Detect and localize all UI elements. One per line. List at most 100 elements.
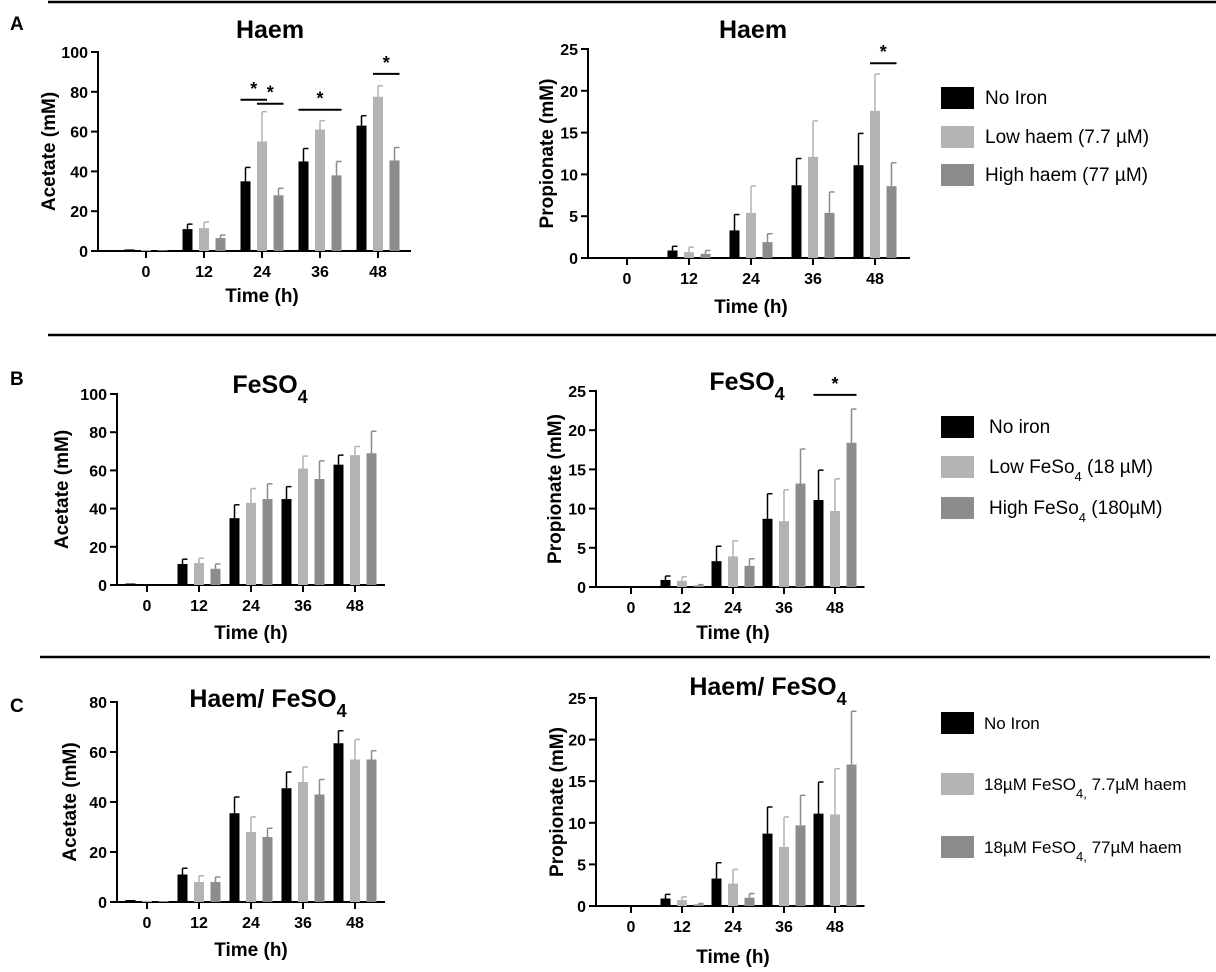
legend-text: Low haem (7.7 µM) (985, 127, 1149, 148)
chart-B-propionate: FeSO4 Propionate (mM) Time (h) 0 5 10 15 20 25 0 1… (545, 368, 865, 644)
bar-low (350, 455, 360, 585)
x-tick-label: 36 (294, 915, 312, 932)
chart-title: Haem/ FeSO4 (689, 673, 846, 709)
y-tick-label: 0 (577, 899, 586, 916)
legend-text: 18µM FeSO (984, 838, 1076, 857)
significance-star: * (250, 79, 257, 99)
x-tick-label: 48 (369, 264, 387, 281)
x-tick-label: 12 (195, 264, 213, 281)
bar-low (199, 228, 209, 251)
bar-low (779, 846, 789, 906)
bar-low (830, 510, 840, 587)
bar-no-iron (229, 518, 240, 585)
bar-low (779, 521, 789, 587)
chart-title: Haem (236, 16, 304, 44)
bar-low (315, 129, 325, 251)
x-axis-label: Time (h) (225, 286, 299, 307)
bar-low (746, 212, 756, 258)
bar-high (314, 794, 325, 902)
significance-star: * (267, 83, 274, 103)
bar-low (246, 502, 256, 585)
bar-low (728, 556, 738, 587)
bar-high (262, 499, 273, 585)
bar-high (886, 186, 897, 258)
legend-swatch (941, 456, 974, 478)
y-tick-label: 25 (560, 42, 578, 59)
y-axis-label: Propionate (mM) (547, 727, 568, 877)
bar-high (700, 253, 711, 258)
bar-high (693, 904, 704, 906)
bar-high (210, 882, 221, 902)
bar-no-iron (298, 161, 309, 251)
y-tick-label: 60 (89, 463, 107, 480)
legend-label: Low haem (7.7 µM) (985, 127, 1149, 148)
legend-label: High FeSo4 (180µM) (989, 498, 1162, 525)
bar-high (846, 764, 857, 906)
chart-title-subscript: 4 (298, 387, 308, 407)
y-tick-label: 20 (89, 540, 107, 557)
x-tick-label: 36 (775, 600, 793, 617)
legend-swatch (941, 164, 974, 186)
legend-label: No Iron (985, 88, 1047, 109)
bar-low (298, 782, 308, 902)
bar-no-iron (229, 813, 240, 902)
bar-low (677, 900, 687, 906)
bar-low (870, 110, 880, 258)
bar-high (215, 238, 226, 251)
y-tick-label: 60 (70, 125, 88, 142)
bar-high (157, 250, 168, 251)
bar-low (684, 252, 694, 258)
chart-title-text: FeSO (232, 371, 297, 399)
legend-subscript: 4 (1075, 469, 1082, 484)
x-axis-label: Time (h) (214, 623, 288, 644)
y-axis-label: Acetate (mM) (39, 92, 60, 211)
bar-high (273, 195, 284, 251)
y-tick-label: 0 (577, 580, 586, 597)
y-tick-label: 100 (80, 387, 107, 404)
chart-title-subscript: 4 (837, 689, 847, 709)
y-axis-label: Propionate (mM) (537, 79, 558, 229)
legend-swatch (941, 836, 974, 858)
y-tick-label: 100 (61, 45, 88, 62)
legend-text: 77µM haem (1087, 838, 1182, 857)
bar-low (808, 156, 818, 258)
y-tick-label: 5 (569, 209, 578, 226)
chart-title: FeSO4 (709, 368, 784, 404)
legend-text: (180µM) (1086, 498, 1162, 519)
bar-no-iron (125, 900, 136, 902)
chart-title-text: FeSO (709, 368, 774, 396)
bar-no-iron (182, 229, 193, 251)
y-tick-label: 40 (70, 164, 88, 181)
x-tick-label: 48 (346, 915, 364, 932)
x-tick-label: 24 (742, 271, 760, 288)
chart-title: FeSO4 (232, 371, 307, 407)
y-tick-label: 5 (577, 541, 586, 558)
bar-no-iron (333, 743, 344, 902)
bar-high (762, 242, 773, 258)
x-tick-label: 0 (142, 264, 151, 281)
legend-subscript: 4, (1076, 849, 1087, 864)
significance-star: * (831, 374, 838, 394)
chart-title: Haem (719, 16, 787, 44)
bar-low (194, 563, 204, 585)
chart-title-text: Haem (719, 16, 787, 44)
bar-low (830, 814, 840, 906)
y-tick-label: 0 (98, 578, 107, 595)
bar-low (373, 96, 383, 252)
chart-A-propionate: Haem Propionate (mM) Time (h) 0 5 10 15 20 25 0 12… (537, 16, 910, 318)
bar-no-iron (853, 165, 864, 258)
chart-B-acetate: FeSO4 Acetate (mM) Time (h) 0 20 40 60 80 100 0 12… (52, 371, 385, 644)
bar-no-iron (660, 898, 671, 906)
x-tick-label: 0 (623, 271, 632, 288)
y-tick-label: 0 (79, 244, 88, 261)
legend-subscript: 4 (1079, 510, 1086, 525)
legend-label: Low FeSo4 (18 µM) (989, 457, 1153, 484)
legend-text: High FeSo (989, 498, 1079, 519)
y-axis-label: Acetate (mM) (60, 742, 81, 861)
bar-low (257, 141, 267, 251)
chart-title: Haem/ FeSO4 (189, 685, 346, 721)
bar-no-iron (667, 250, 678, 258)
y-tick-label: 80 (89, 695, 107, 712)
